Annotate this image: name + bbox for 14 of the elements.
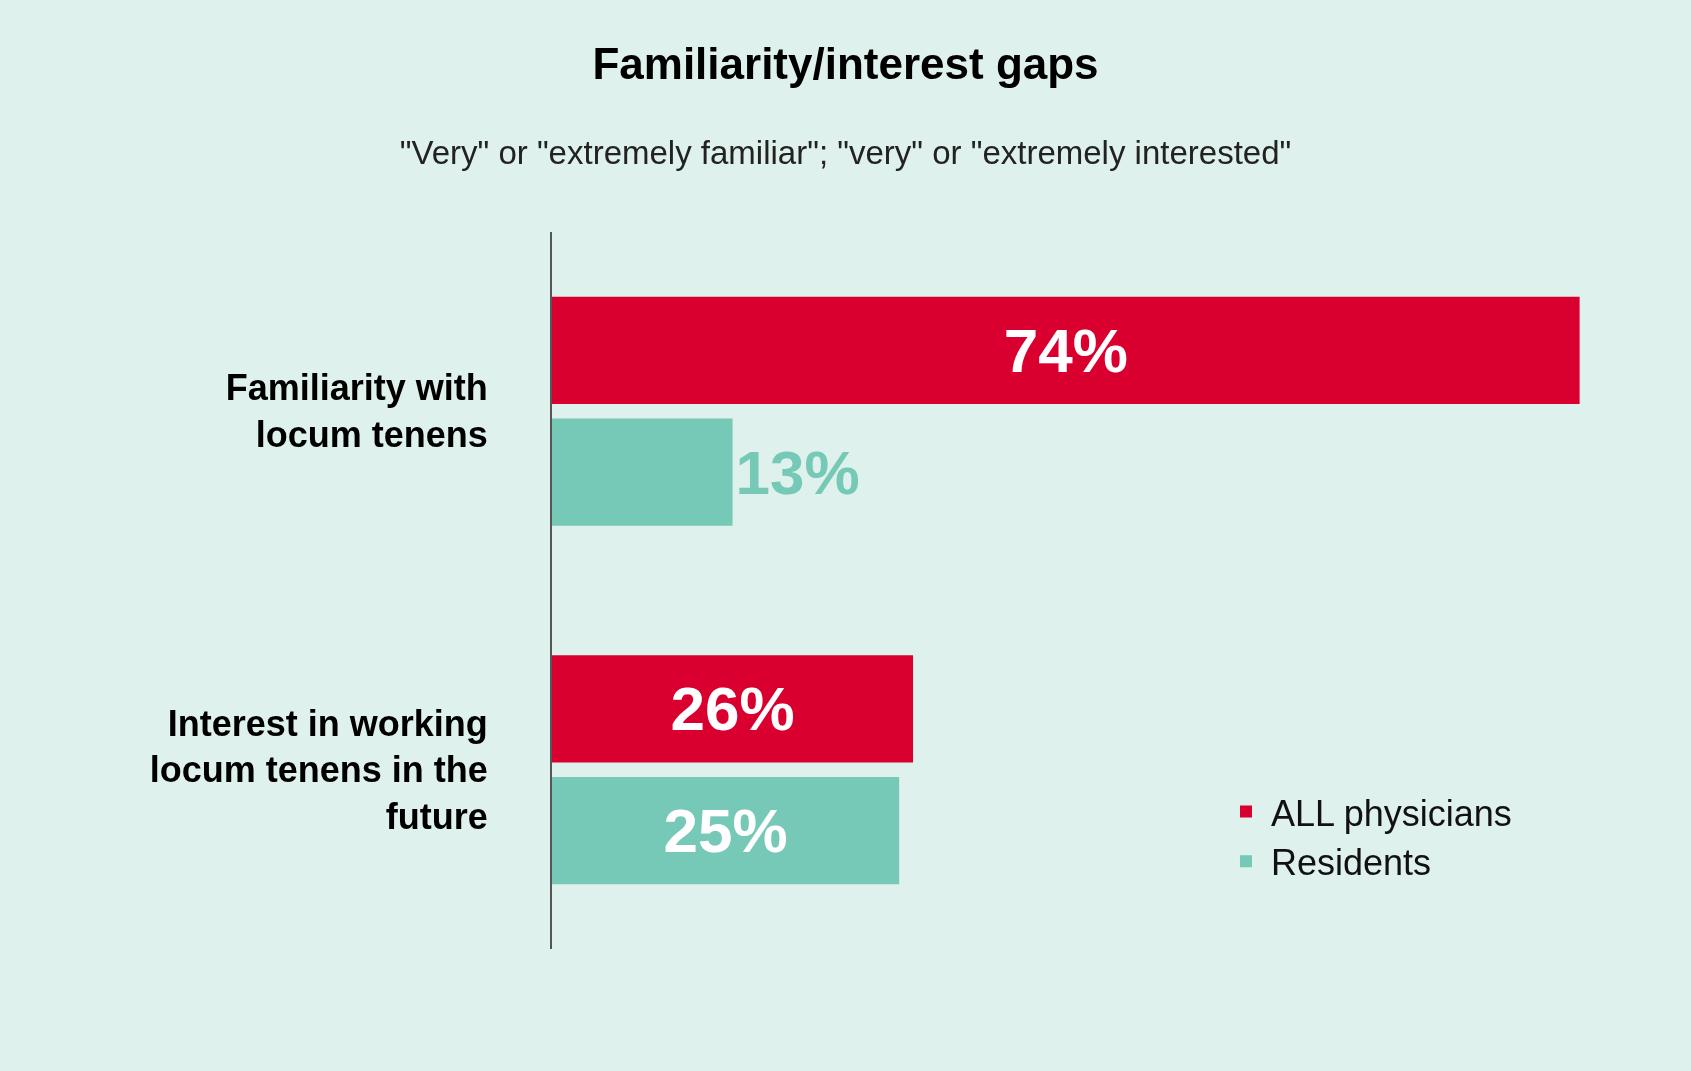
chart-subtitle: "Very" or "extremely familiar"; "very" or "extremely interested" [399, 133, 1292, 171]
data-label: 26% [670, 674, 795, 744]
bar [552, 655, 914, 763]
y-tick-label: Familiarity with locum tenens [225, 367, 488, 456]
legend-label: Residents [1270, 842, 1432, 884]
data-label: 25% [663, 796, 788, 866]
chart-title: Familiarity/interest gaps [592, 38, 1099, 88]
legend-label: ALL physicians [1270, 792, 1512, 834]
data-label: 74% [1003, 315, 1128, 385]
bar [552, 296, 1580, 404]
data-label: 13% [735, 437, 860, 507]
bar [552, 777, 900, 885]
bar [552, 418, 733, 526]
y-tick-label: Interest in working locum tenens in the future [149, 702, 488, 838]
